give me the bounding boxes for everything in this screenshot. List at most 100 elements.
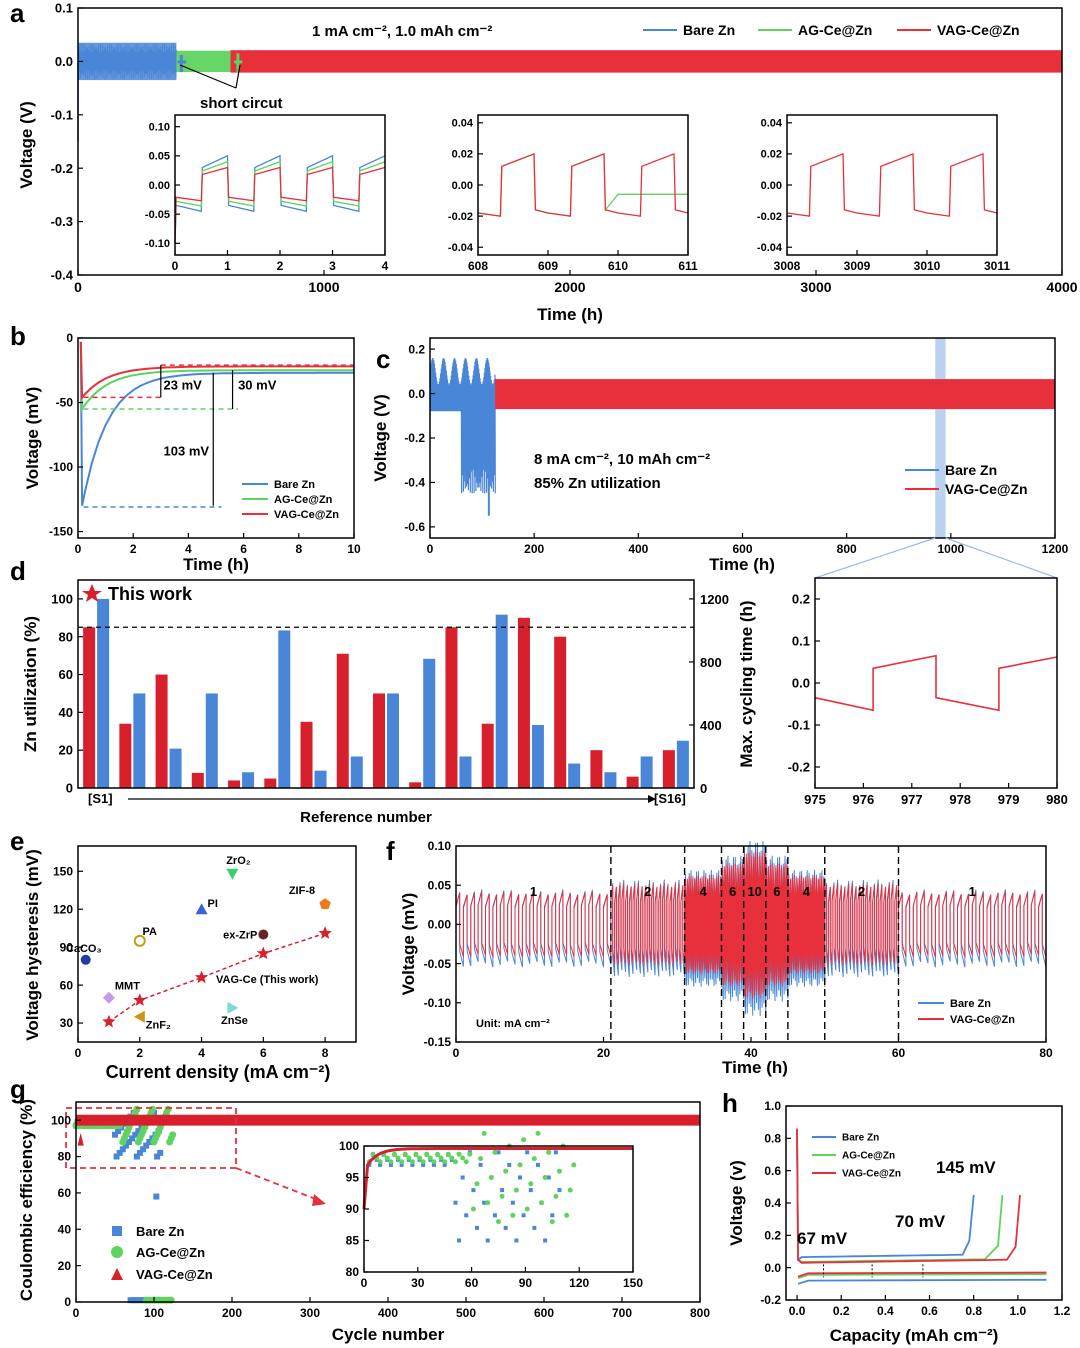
panel-f-y-tick-label: -0.15 (424, 1035, 452, 1049)
plot-frame (785, 1105, 1063, 1301)
inset-ag-ce-point (384, 1155, 390, 1161)
this-work-trend (108, 932, 326, 1023)
bar-cycling-time (205, 693, 218, 788)
panel-b-x-tick-label: 6 (240, 542, 247, 556)
bar-cycling-time (169, 748, 182, 788)
inset-x-tick-label: 611 (678, 259, 698, 273)
inset-bare-zn-point (474, 1225, 479, 1230)
y-axis-title: Voltage (v) (727, 1160, 746, 1246)
x-axis-arrowhead (648, 795, 656, 803)
panel-b-x-tick-label: 2 (130, 542, 137, 556)
segment-label: 1 (969, 884, 976, 899)
segment-label: 4 (699, 884, 707, 899)
zoom-x-tick-label: 979 (998, 792, 1020, 807)
x-axis-title: Capacity (mAh cm⁻²) (830, 1326, 999, 1345)
inset-y-tick-label: -0.04 (448, 242, 474, 254)
scatter-point-label: PI (208, 898, 218, 910)
inset-ag-ce-point (478, 1156, 484, 1162)
legend-vag-label: VAG-Ce@Zn (937, 22, 1020, 38)
legend-vag-label: VAG-Ce@Zn (950, 1014, 1015, 1026)
inset-x-tick-label: 3008 (774, 259, 801, 273)
this-work-star (318, 926, 332, 939)
segment-label: 4 (803, 884, 811, 899)
y-axis-title-right: Max. cycling time (h) (737, 600, 756, 767)
segment-label: 6 (773, 884, 780, 899)
panel-g-y-tick-label: 0 (64, 1295, 71, 1309)
bar-zn-utilization (626, 776, 639, 788)
inset-y-tick-label: 0.00 (149, 180, 170, 192)
inset-x-tick-label: 0 (172, 259, 179, 273)
panel-e-y-tick-label: 60 (60, 978, 74, 992)
scatter-point-label: ZnF₂ (146, 1020, 171, 1032)
x-axis-title: Time (h) (722, 1058, 788, 1077)
y-axis-title: Voltage (V) (17, 101, 36, 189)
panel-g-x-tick-label: 800 (690, 1306, 710, 1320)
scatter-point-label: ZIF-8 (289, 885, 315, 897)
panel-h-x-tick-label: 1.0 (1009, 1304, 1026, 1318)
inset-y-tick-label: -0.02 (757, 211, 782, 223)
panel-a-x-tick-label: 4000 (1046, 279, 1077, 295)
series-vag-ce-band (787, 898, 825, 951)
scatter-point (102, 991, 115, 1004)
bar-zn-utilization (445, 627, 458, 788)
bare-zn-point (136, 1297, 143, 1304)
panel-d-left-tick-label: 0 (66, 781, 73, 796)
series-vag-ce-line (824, 883, 899, 966)
bar-zn-utilization (590, 750, 603, 788)
panel-g-y-tick-label: 100 (51, 1113, 71, 1127)
panel-a-x-tick-label: 0 (74, 279, 82, 295)
panel-letter: d (10, 556, 26, 586)
panel-a-y-tick-label: -0.3 (51, 214, 73, 229)
panel-f-x-tick-label: 20 (597, 1046, 611, 1060)
zoom-x-tick-label: 977 (901, 792, 923, 807)
inset-y-tick-label: 90 (346, 1202, 360, 1216)
series-vag-ce-line (743, 850, 767, 999)
inset-bare-zn-point (388, 1162, 393, 1167)
inset-y-tick-label: 80 (346, 1265, 360, 1279)
bar-zn-utilization (300, 721, 313, 788)
plot-frame (77, 579, 695, 789)
inset-ag-ce-point (485, 1200, 491, 1206)
scatter-point-label: MMT (115, 981, 140, 993)
inset-y-tick-label: 0.00 (761, 180, 782, 192)
gap-vag-label: 67 mV (797, 1229, 848, 1248)
panel-f-x-tick-label: 40 (744, 1046, 758, 1060)
inset-ag-ce-point (388, 1159, 394, 1165)
segment-label: 6 (729, 884, 736, 899)
inset-ag-ce-point (370, 1151, 376, 1157)
legend-bare-label: Bare Zn (136, 1224, 184, 1239)
bar-cycling-time (459, 756, 472, 788)
panel-c-x-tick-label: 400 (628, 542, 648, 556)
inset-ag-ce-point (470, 1206, 476, 1212)
panel-g-x-tick-label: 100 (144, 1306, 164, 1320)
series-vag-ce-line (721, 862, 745, 987)
ag-ce-point (133, 1105, 141, 1113)
panel-letter: f (386, 836, 395, 866)
y-axis-title: Voltage (mV) (23, 387, 42, 490)
bar-zn-utilization (409, 782, 422, 788)
inset-y-tick-label: -0.05 (145, 209, 170, 221)
annotation-arrow (235, 64, 241, 89)
inset-bare-zn-point (471, 1188, 476, 1193)
panel-g-x-tick-label: 400 (378, 1306, 398, 1320)
panel-e-x-tick-label: 0 (75, 1046, 82, 1060)
zoom-y-tick-label: -0.2 (788, 760, 810, 775)
inset-bare-zn-point (442, 1162, 447, 1167)
legend-ag-marker (111, 1246, 123, 1258)
bar-zn-utilization (191, 772, 204, 788)
y-axis-title: Voltage (mV) (399, 893, 418, 996)
bare-zn-point (132, 1131, 139, 1138)
inset-ag-ce-point (539, 1200, 545, 1206)
panel-a-y-tick-label: -0.1 (51, 107, 73, 122)
inset-ag-ce-point (435, 1151, 441, 1157)
inset-y-tick-label: 0.02 (452, 149, 473, 161)
inset-bare-zn-point (553, 1150, 558, 1155)
inset-ag-ce-point (513, 1187, 519, 1193)
panel-h-x-tick-label: 0.2 (833, 1304, 850, 1318)
segment-label: 1 (530, 884, 537, 899)
inset-ag-ce-point (474, 1181, 480, 1187)
bar-zn-utilization (554, 636, 567, 788)
series-vag-ce-line (610, 883, 686, 966)
x-axis-title: Time (h) (709, 555, 775, 574)
inset-ag-ce-point (510, 1212, 516, 1218)
